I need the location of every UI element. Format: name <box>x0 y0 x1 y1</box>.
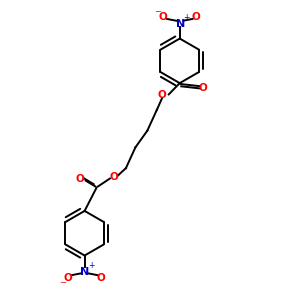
Text: O: O <box>97 272 105 283</box>
Text: O: O <box>110 172 118 182</box>
Text: −: − <box>154 7 161 16</box>
Text: +: + <box>183 13 189 22</box>
Text: O: O <box>199 82 207 93</box>
Text: O: O <box>64 272 73 283</box>
Text: O: O <box>192 11 200 22</box>
Text: O: O <box>75 174 84 184</box>
Text: −: − <box>59 278 66 287</box>
Text: $\mathregular{N}$: $\mathregular{N}$ <box>175 17 185 29</box>
Text: O: O <box>158 90 166 100</box>
Text: $\mathregular{N}$: $\mathregular{N}$ <box>80 265 90 277</box>
Text: +: + <box>88 261 94 270</box>
Text: O: O <box>159 11 168 22</box>
